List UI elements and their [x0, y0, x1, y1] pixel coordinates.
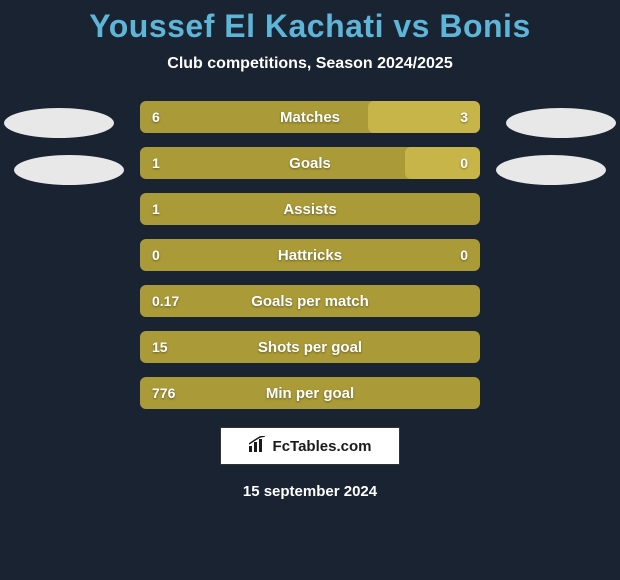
chart-icon [249, 436, 267, 457]
stat-label: Min per goal [140, 377, 480, 409]
stat-label: Hattricks [140, 239, 480, 271]
stat-right-value: 0 [460, 147, 468, 179]
player2-club-badge [506, 108, 616, 138]
attribution-box: FcTables.com [220, 427, 400, 465]
stat-row: 0.17Goals per match [140, 285, 480, 317]
page-title: Youssef El Kachati vs Bonis [0, 8, 620, 45]
player2-country-badge [496, 155, 606, 185]
stats-area: 6Matches31Goals01Assists0Hattricks00.17G… [0, 101, 620, 409]
stat-right-value: 0 [460, 239, 468, 271]
stat-label: Goals per match [140, 285, 480, 317]
comparison-infographic: Youssef El Kachati vs Bonis Club competi… [0, 0, 620, 580]
stat-row: 0Hattricks0 [140, 239, 480, 271]
subtitle: Club competitions, Season 2024/2025 [0, 55, 620, 73]
stat-right-value: 3 [460, 101, 468, 133]
stat-label: Assists [140, 193, 480, 225]
stat-rows: 6Matches31Goals01Assists0Hattricks00.17G… [140, 101, 480, 409]
stat-label: Matches [140, 101, 480, 133]
stat-label: Shots per goal [140, 331, 480, 363]
stat-row: 776Min per goal [140, 377, 480, 409]
player1-club-badge [4, 108, 114, 138]
player1-country-badge [14, 155, 124, 185]
attribution-text: FcTables.com [273, 438, 372, 455]
stat-row: 1Goals0 [140, 147, 480, 179]
stat-row: 15Shots per goal [140, 331, 480, 363]
stat-label: Goals [140, 147, 480, 179]
stat-row: 1Assists [140, 193, 480, 225]
infographic-date: 15 september 2024 [0, 483, 620, 500]
stat-row: 6Matches3 [140, 101, 480, 133]
